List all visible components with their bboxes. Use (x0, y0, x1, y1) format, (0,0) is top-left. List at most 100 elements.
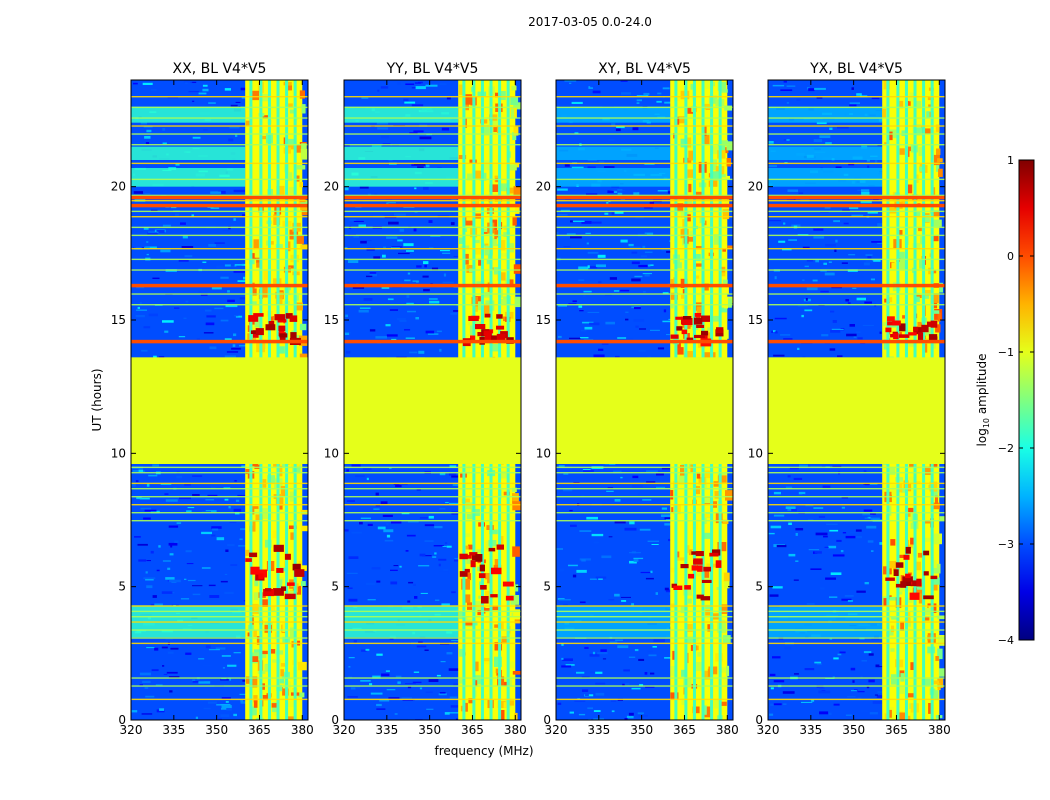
noise-cell (439, 692, 446, 694)
noise-cell (586, 193, 598, 195)
rfi-stripe (344, 194, 521, 197)
rfi-stripe (556, 178, 733, 181)
rfi-cell (500, 299, 508, 305)
rfi-stripe (556, 616, 733, 618)
heatmap-YY (344, 80, 521, 720)
rfi-cell (492, 605, 500, 611)
noise-cell (643, 92, 650, 96)
panel-title: XY, BL V4*V5 (598, 61, 691, 77)
rfi-cell (301, 143, 307, 151)
rfi-stripe (768, 200, 945, 202)
rfi-cell (720, 604, 728, 614)
noise-cell (837, 355, 843, 358)
rfi-cell (498, 253, 508, 257)
noise-cell (385, 198, 392, 201)
rfi-cell (473, 248, 482, 255)
noise-cell (578, 713, 586, 716)
noise-cell (850, 667, 856, 671)
noise-cell (216, 704, 222, 706)
rfi-stripe (556, 258, 733, 261)
rfi-hotspot (284, 593, 296, 600)
rfi-cell (498, 91, 506, 100)
noise-cell (828, 282, 831, 285)
noise-cell (632, 127, 639, 131)
rfi-stripe (768, 677, 945, 679)
noise-cell (170, 647, 179, 650)
noise-cell (411, 163, 414, 167)
noise-cell (644, 232, 654, 235)
rfi-cell (251, 167, 260, 178)
rfi-cell (684, 623, 693, 632)
rfi-hotspot (895, 583, 905, 588)
noise-cell (833, 703, 840, 706)
noise-cell (620, 239, 628, 243)
noise-cell (198, 658, 205, 660)
noise-cell (649, 201, 654, 205)
rfi-stripe (556, 304, 733, 306)
rfi-cell (253, 239, 259, 250)
noise-cell (397, 82, 401, 85)
rfi-cell (695, 645, 699, 651)
noise-cell (860, 200, 872, 204)
rfi-cell (288, 103, 293, 108)
noise-cell (617, 192, 623, 195)
y-tick-label: 0 (118, 713, 126, 727)
noise-cell (379, 699, 390, 702)
noise-cell (451, 475, 461, 478)
noise-cell (220, 714, 230, 717)
noise-cell (557, 702, 562, 705)
noise-cell (387, 202, 396, 204)
noise-cell (819, 711, 829, 715)
noise-cell (772, 656, 781, 659)
rfi-cell (468, 318, 475, 326)
noise-cell (845, 299, 849, 302)
noise-cell (143, 517, 151, 520)
noise-cell (369, 272, 377, 274)
rfi-stripe (768, 616, 945, 618)
noise-cell (621, 92, 632, 95)
noise-cell (175, 213, 179, 216)
rfi-cell (723, 572, 730, 582)
noise-cell (557, 598, 565, 600)
noise-cell (198, 290, 202, 293)
noise-cell (224, 338, 232, 341)
noise-cell (140, 121, 147, 125)
noise-cell (561, 665, 572, 668)
rfi-cell (702, 134, 710, 145)
rfi-cell (938, 168, 943, 177)
noise-cell (235, 315, 243, 318)
rfi-cell (723, 676, 728, 685)
rfi-cell (722, 209, 730, 220)
noise-cell (663, 309, 667, 313)
noise-cell (583, 470, 594, 473)
noise-cell (397, 239, 403, 242)
rfi-cell (253, 630, 257, 637)
rfi-cell (485, 541, 493, 552)
noise-cell (380, 135, 389, 139)
noise-cell (436, 674, 441, 677)
rfi-cell (932, 219, 942, 227)
rfi-cell (480, 124, 489, 136)
noise-cell (208, 701, 217, 704)
rfi-cell (262, 115, 270, 119)
rfi-cell (459, 648, 465, 657)
noise-cell (184, 578, 187, 580)
rfi-cell (695, 485, 701, 495)
noise-cell (662, 87, 670, 90)
rfi-cell (919, 259, 923, 269)
rfi-cell (725, 490, 733, 501)
band-block (344, 168, 459, 187)
rfi-cell (924, 290, 931, 296)
rfi-cell (931, 270, 937, 274)
rfi-stripe-strong (131, 339, 308, 344)
rfi-stripe (344, 248, 521, 250)
noise-cell (405, 683, 416, 685)
noise-cell (216, 265, 224, 269)
noise-cell (877, 691, 885, 694)
noise-cell (768, 165, 777, 168)
noise-cell (826, 523, 838, 525)
rfi-cell (291, 641, 296, 648)
noise-cell (348, 556, 359, 559)
noise-cell (145, 142, 150, 145)
noise-cell (147, 232, 158, 235)
